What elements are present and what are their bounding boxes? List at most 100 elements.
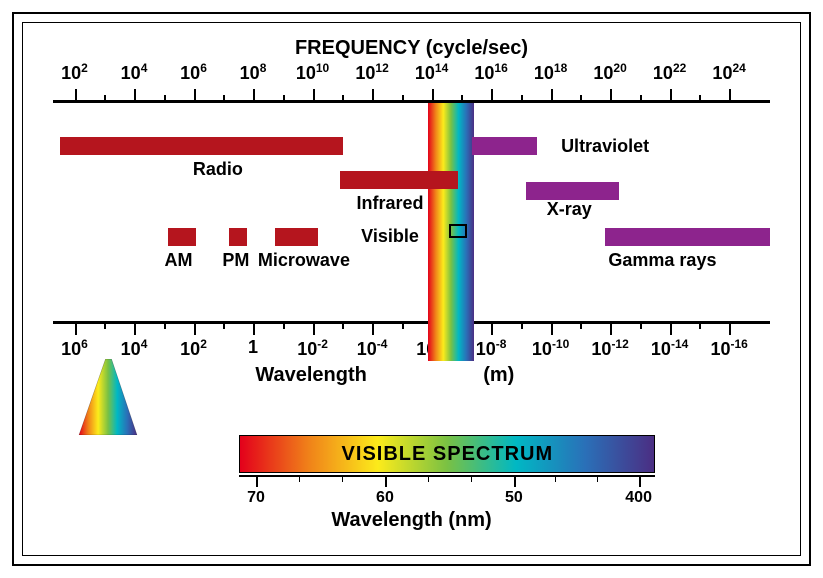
- wave-tick: [670, 321, 672, 335]
- gamma-label: Gamma rays: [608, 250, 716, 271]
- am-band: [168, 228, 197, 246]
- visible-axis-label: Wavelength (nm): [53, 509, 770, 532]
- wavelength-axis: 106104102110-210-410-610-810-1010-1210-1…: [53, 321, 770, 363]
- ultraviolet-band: [472, 137, 537, 155]
- freq-tick-label: 1014: [415, 61, 448, 84]
- wave-minor-tick: [640, 321, 642, 329]
- freq-minor-tick: [580, 95, 582, 103]
- microwave-band: [275, 228, 318, 246]
- freq-minor-tick: [223, 95, 225, 103]
- visible-tick: [385, 475, 387, 487]
- visible-tick-label: 70: [247, 489, 265, 507]
- wave-tick: [194, 321, 196, 335]
- microwave-label: Microwave: [258, 250, 350, 271]
- wavelength-label: Wavelength: [255, 364, 367, 387]
- freq-minor-tick: [164, 95, 166, 103]
- freq-tick: [194, 89, 196, 103]
- pm-label: PM: [222, 250, 249, 271]
- wave-tick-label: 10-2: [297, 337, 328, 360]
- freq-tick-label: 1012: [355, 61, 388, 84]
- visible-minor-tick: [342, 475, 343, 482]
- infrared-band: [340, 171, 458, 189]
- radio-band: [60, 137, 343, 155]
- freq-minor-tick: [461, 95, 463, 103]
- ultraviolet-label: Ultraviolet: [561, 136, 649, 157]
- freq-tick: [313, 89, 315, 103]
- wave-minor-tick: [223, 321, 225, 329]
- freq-tick: [253, 89, 255, 103]
- axis-line: [53, 321, 770, 324]
- wave-minor-tick: [342, 321, 344, 329]
- inner-frame: FREQUENCY (cycle/sec) 102104106108101010…: [22, 22, 801, 556]
- em-spectrum-plot: FREQUENCY (cycle/sec) 102104106108101010…: [53, 31, 770, 547]
- visible-tick-label: 50: [505, 489, 523, 507]
- freq-tick: [491, 89, 493, 103]
- wave-tick: [491, 321, 493, 335]
- freq-tick: [551, 89, 553, 103]
- wave-tick-label: 10-4: [357, 337, 388, 360]
- outer-frame: FREQUENCY (cycle/sec) 102104106108101010…: [12, 12, 811, 566]
- zoom-trapezoid: [53, 359, 153, 435]
- wave-minor-tick: [164, 321, 166, 329]
- xray-label: X-ray: [547, 199, 592, 220]
- wave-tick-label: 1: [248, 337, 258, 358]
- frequency-axis: 1021041061081010101210141016101810201022…: [53, 61, 770, 103]
- wave-tick: [372, 321, 374, 335]
- wave-minor-tick: [283, 321, 285, 329]
- freq-minor-tick: [402, 95, 404, 103]
- freq-tick-label: 1020: [593, 61, 626, 84]
- infrared-label: Infrared: [356, 193, 423, 214]
- visible-minor-tick: [555, 475, 556, 482]
- wave-tick-label: 10-12: [591, 337, 628, 360]
- freq-minor-tick: [699, 95, 701, 103]
- freq-tick: [610, 89, 612, 103]
- freq-tick: [75, 89, 77, 103]
- freq-tick-label: 106: [180, 61, 207, 84]
- wave-tick: [253, 321, 255, 335]
- wave-tick-label: 10-8: [476, 337, 507, 360]
- visible-wavelength-axis: 706050400: [239, 475, 655, 505]
- wave-tick: [729, 321, 731, 335]
- wave-tick-label: 10-14: [651, 337, 688, 360]
- freq-tick-label: 1018: [534, 61, 567, 84]
- visible-tick: [514, 475, 516, 487]
- am-label: AM: [164, 250, 192, 271]
- wave-tick-label: 10-16: [710, 337, 747, 360]
- pm-band: [229, 228, 247, 246]
- freq-tick-label: 102: [61, 61, 88, 84]
- wave-tick-label: 106: [61, 337, 88, 360]
- freq-tick: [134, 89, 136, 103]
- wave-tick: [551, 321, 553, 335]
- radio-label: Radio: [193, 159, 243, 180]
- visible-minor-tick: [597, 475, 598, 482]
- visible-label: Visible: [361, 226, 419, 247]
- visible-tick-label: 60: [376, 489, 394, 507]
- wave-tick: [313, 321, 315, 335]
- wave-tick: [75, 321, 77, 335]
- wave-tick: [134, 321, 136, 335]
- wave-minor-tick: [521, 321, 523, 329]
- wave-minor-tick: [104, 321, 106, 329]
- visible-minor-tick: [428, 475, 429, 482]
- wave-tick: [610, 321, 612, 335]
- freq-tick: [372, 89, 374, 103]
- freq-minor-tick: [104, 95, 106, 103]
- freq-tick-label: 108: [240, 61, 267, 84]
- freq-minor-tick: [342, 95, 344, 103]
- wave-minor-tick: [580, 321, 582, 329]
- wave-minor-tick: [402, 321, 404, 329]
- frequency-title: FREQUENCY (cycle/sec): [53, 37, 770, 60]
- freq-tick-label: 1016: [474, 61, 507, 84]
- wave-tick-label: 104: [121, 337, 148, 360]
- wave-minor-tick: [699, 321, 701, 329]
- wavelength-unit: (m): [483, 364, 514, 387]
- visible-spectrum-bar: VISIBLE SPECTRUM: [239, 435, 655, 473]
- freq-tick-label: 1022: [653, 61, 686, 84]
- freq-minor-tick: [283, 95, 285, 103]
- freq-tick: [729, 89, 731, 103]
- visible-minor-tick: [471, 475, 472, 482]
- freq-tick: [670, 89, 672, 103]
- wave-tick-label: 10-10: [532, 337, 569, 360]
- freq-tick-label: 1024: [712, 61, 745, 84]
- freq-minor-tick: [640, 95, 642, 103]
